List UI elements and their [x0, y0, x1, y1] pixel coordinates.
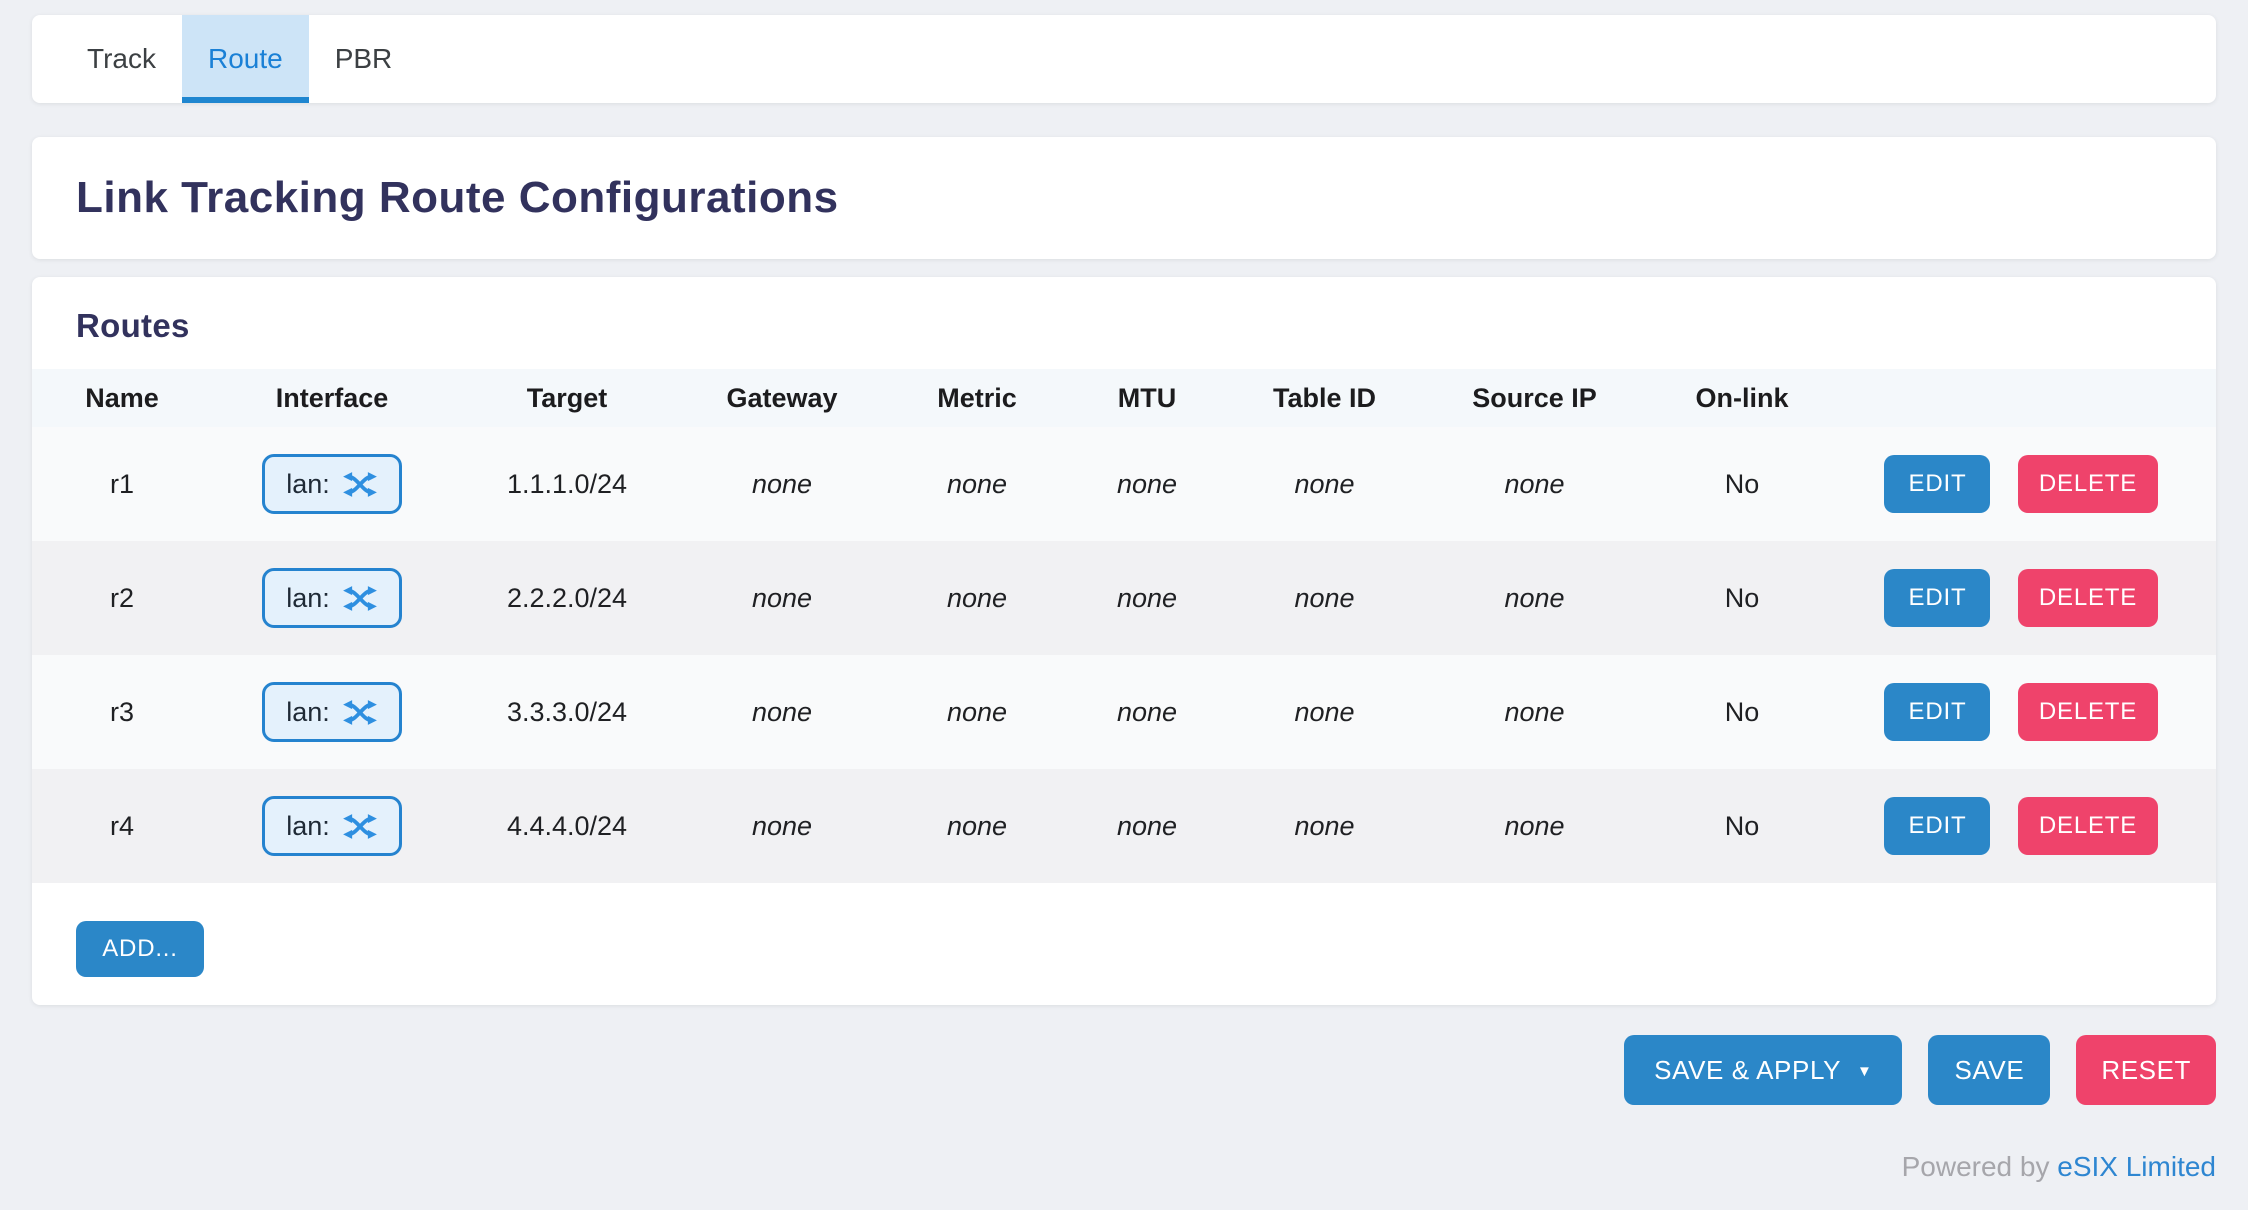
route-target: 1.1.1.0/24 — [452, 427, 682, 541]
tab-track[interactable]: Track — [87, 43, 156, 74]
route-metric: none — [882, 427, 1072, 541]
route-gateway: none — [682, 427, 882, 541]
tab-pbr[interactable]: PBR — [334, 43, 393, 74]
route-target: 2.2.2.0/24 — [452, 541, 682, 655]
page-title: Link Tracking Route Configurations — [76, 173, 839, 222]
route-name: r2 — [32, 541, 212, 655]
bottom-action-bar: SAVE & APPLY ▼ SAVE RESET — [32, 1035, 2216, 1105]
interface-label: lan: — [286, 468, 330, 499]
route-source-ip: none — [1427, 541, 1642, 655]
col-header-name: Name — [32, 369, 212, 427]
route-on-link: No — [1642, 769, 1842, 883]
route-gateway: none — [682, 769, 882, 883]
route-table-id: none — [1222, 541, 1427, 655]
route-mtu: none — [1072, 655, 1222, 769]
col-header-actions — [1842, 369, 2216, 427]
route-metric: none — [882, 655, 1072, 769]
delete-button[interactable]: DELETE — [2018, 455, 2158, 513]
route-source-ip: none — [1427, 427, 1642, 541]
edit-button[interactable]: EDIT — [1884, 569, 1991, 627]
interface-label: lan: — [286, 810, 330, 841]
table-row: r1 lan: — [32, 427, 2216, 541]
company-link[interactable]: eSIX Limited — [2057, 1151, 2216, 1182]
route-on-link: No — [1642, 541, 1842, 655]
route-source-ip: none — [1427, 769, 1642, 883]
interface-label: lan: — [286, 696, 330, 727]
route-gateway: none — [682, 655, 882, 769]
route-mtu: none — [1072, 769, 1222, 883]
add-button[interactable]: ADD... — [76, 921, 204, 977]
powered-by-text: Powered by — [1901, 1151, 2058, 1182]
interface-badge[interactable]: lan: — [262, 568, 402, 628]
footer: Powered by eSIX Limited — [32, 1151, 2216, 1183]
col-header-table-id: Table ID — [1222, 369, 1427, 427]
routes-table: Name Interface Target Gateway Metric MTU… — [32, 369, 2216, 883]
reset-button[interactable]: RESET — [2076, 1035, 2216, 1105]
interface-badge[interactable]: lan: — [262, 454, 402, 514]
route-name: r4 — [32, 769, 212, 883]
col-header-source-ip: Source IP — [1427, 369, 1642, 427]
save-button[interactable]: SAVE — [1928, 1035, 2051, 1105]
route-metric: none — [882, 769, 1072, 883]
shuffle-icon — [342, 585, 378, 612]
interface-label: lan: — [286, 582, 330, 613]
interface-badge[interactable]: lan: — [262, 682, 402, 742]
table-row: r2 lan: — [32, 541, 2216, 655]
route-mtu: none — [1072, 541, 1222, 655]
route-table-id: none — [1222, 427, 1427, 541]
route-source-ip: none — [1427, 655, 1642, 769]
tab-route[interactable]: Route — [181, 15, 309, 103]
col-header-target: Target — [452, 369, 682, 427]
shuffle-icon — [342, 813, 378, 840]
shuffle-icon — [342, 699, 378, 726]
edit-button[interactable]: EDIT — [1884, 797, 1991, 855]
edit-button[interactable]: EDIT — [1884, 683, 1991, 741]
route-table-id: none — [1222, 769, 1427, 883]
delete-button[interactable]: DELETE — [2018, 683, 2158, 741]
route-metric: none — [882, 541, 1072, 655]
table-row: r4 lan: — [32, 769, 2216, 883]
route-on-link: No — [1642, 427, 1842, 541]
route-target: 3.3.3.0/24 — [452, 655, 682, 769]
save-and-apply-button[interactable]: SAVE & APPLY ▼ — [1624, 1035, 1903, 1105]
delete-button[interactable]: DELETE — [2018, 569, 2158, 627]
title-card: Link Tracking Route Configurations — [32, 137, 2216, 259]
tab-bar: Track Route PBR — [32, 15, 2216, 103]
delete-button[interactable]: DELETE — [2018, 797, 2158, 855]
col-header-gateway: Gateway — [682, 369, 882, 427]
table-header-row: Name Interface Target Gateway Metric MTU… — [32, 369, 2216, 427]
routes-section-title: Routes — [76, 307, 190, 344]
route-on-link: No — [1642, 655, 1842, 769]
save-and-apply-label: SAVE & APPLY — [1654, 1054, 1842, 1085]
col-header-metric: Metric — [882, 369, 1072, 427]
edit-button[interactable]: EDIT — [1884, 455, 1991, 513]
col-header-on-link: On-link — [1642, 369, 1842, 427]
col-header-mtu: MTU — [1072, 369, 1222, 427]
route-table-id: none — [1222, 655, 1427, 769]
route-gateway: none — [682, 541, 882, 655]
col-header-interface: Interface — [212, 369, 452, 427]
chevron-down-icon: ▼ — [1857, 1062, 1873, 1080]
route-name: r3 — [32, 655, 212, 769]
table-row: r3 lan: — [32, 655, 2216, 769]
route-mtu: none — [1072, 427, 1222, 541]
route-name: r1 — [32, 427, 212, 541]
routes-card: Routes Name Interface Target Gateway Met… — [32, 277, 2216, 1005]
interface-badge[interactable]: lan: — [262, 796, 402, 856]
route-target: 4.4.4.0/24 — [452, 769, 682, 883]
shuffle-icon — [342, 471, 378, 498]
